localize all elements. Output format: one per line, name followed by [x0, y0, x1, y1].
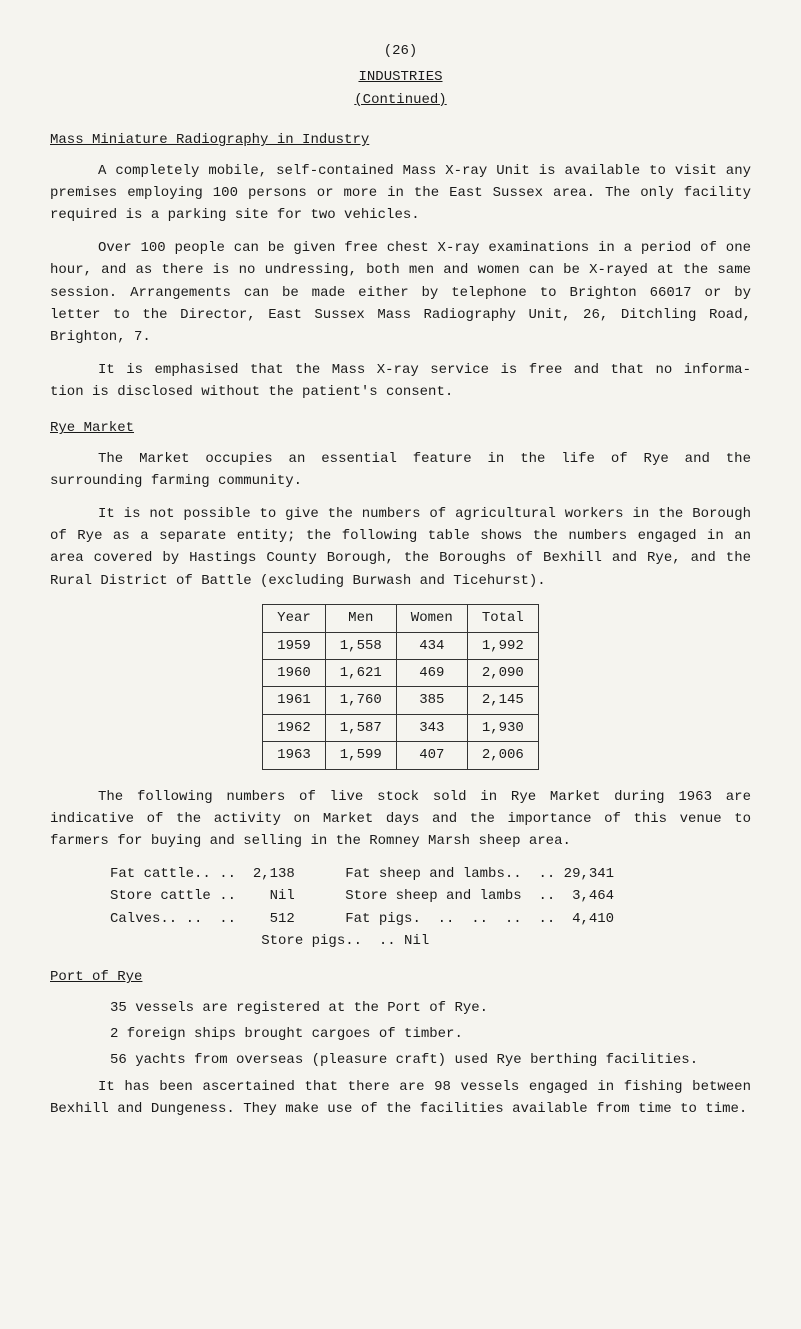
- section-heading-radiography: Mass Miniature Radiography in Industry: [50, 129, 751, 151]
- table-cell: 407: [396, 742, 467, 769]
- table-row: 1960 1,621 469 2,090: [263, 659, 539, 686]
- table-cell: 1,599: [325, 742, 396, 769]
- table-cell: 1960: [263, 659, 326, 686]
- paragraph: The following numbers of live stock sold…: [50, 786, 751, 853]
- table-cell: 343: [396, 714, 467, 741]
- table-cell: 1,992: [467, 632, 538, 659]
- table-cell: 1,587: [325, 714, 396, 741]
- livestock-row: Calves.. .. .. 512 Fat pigs. .. .. .. ..…: [110, 908, 751, 930]
- livestock-row: Fat cattle.. .. 2,138 Fat sheep and lamb…: [110, 863, 751, 885]
- livestock-row: Store pigs.. .. Nil: [110, 930, 751, 952]
- paragraph: It is not possible to give the numbers o…: [50, 503, 751, 593]
- doc-subtitle: (Continued): [50, 89, 751, 111]
- table-cell: 2,090: [467, 659, 538, 686]
- market-table: Year Men Women Total 1959 1,558 434 1,99…: [262, 604, 539, 769]
- table-cell: 2,006: [467, 742, 538, 769]
- paragraph: The Market occupies an essential feature…: [50, 448, 751, 493]
- table-cell: 434: [396, 632, 467, 659]
- table-cell: 469: [396, 659, 467, 686]
- table-header: Year: [263, 605, 326, 632]
- table-cell: 1,760: [325, 687, 396, 714]
- table-cell: 1962: [263, 714, 326, 741]
- port-item: 56 yachts from overseas (pleasure craft)…: [110, 1049, 751, 1071]
- table-cell: 1963: [263, 742, 326, 769]
- paragraph: It is emphasised that the Mass X-ray ser…: [50, 359, 751, 404]
- section-heading-port-of-rye: Port of Rye: [50, 966, 751, 988]
- table-header-row: Year Men Women Total: [263, 605, 539, 632]
- table-row: 1959 1,558 434 1,992: [263, 632, 539, 659]
- table-row: 1962 1,587 343 1,930: [263, 714, 539, 741]
- page-number: (26): [50, 40, 751, 62]
- livestock-row: Store cattle .. Nil Store sheep and lamb…: [110, 885, 751, 907]
- table-row: 1963 1,599 407 2,006: [263, 742, 539, 769]
- paragraph: A completely mobile, self-contained Mass…: [50, 160, 751, 227]
- paragraph: Over 100 people can be given free chest …: [50, 237, 751, 349]
- paragraph: It has been ascertained that there are 9…: [50, 1076, 751, 1121]
- table-row: 1961 1,760 385 2,145: [263, 687, 539, 714]
- table-cell: 1961: [263, 687, 326, 714]
- table-header: Women: [396, 605, 467, 632]
- livestock-list: Fat cattle.. .. 2,138 Fat sheep and lamb…: [110, 863, 751, 953]
- table-cell: 1959: [263, 632, 326, 659]
- table-header: Total: [467, 605, 538, 632]
- port-item: 35 vessels are registered at the Port of…: [110, 997, 751, 1019]
- table-cell: 385: [396, 687, 467, 714]
- port-item: 2 foreign ships brought cargoes of timbe…: [110, 1023, 751, 1045]
- port-list: 35 vessels are registered at the Port of…: [110, 997, 751, 1072]
- table-cell: 1,930: [467, 714, 538, 741]
- table-cell: 2,145: [467, 687, 538, 714]
- doc-title: INDUSTRIES: [50, 66, 751, 88]
- table-header: Men: [325, 605, 396, 632]
- table-cell: 1,558: [325, 632, 396, 659]
- table-cell: 1,621: [325, 659, 396, 686]
- section-heading-rye-market: Rye Market: [50, 417, 751, 439]
